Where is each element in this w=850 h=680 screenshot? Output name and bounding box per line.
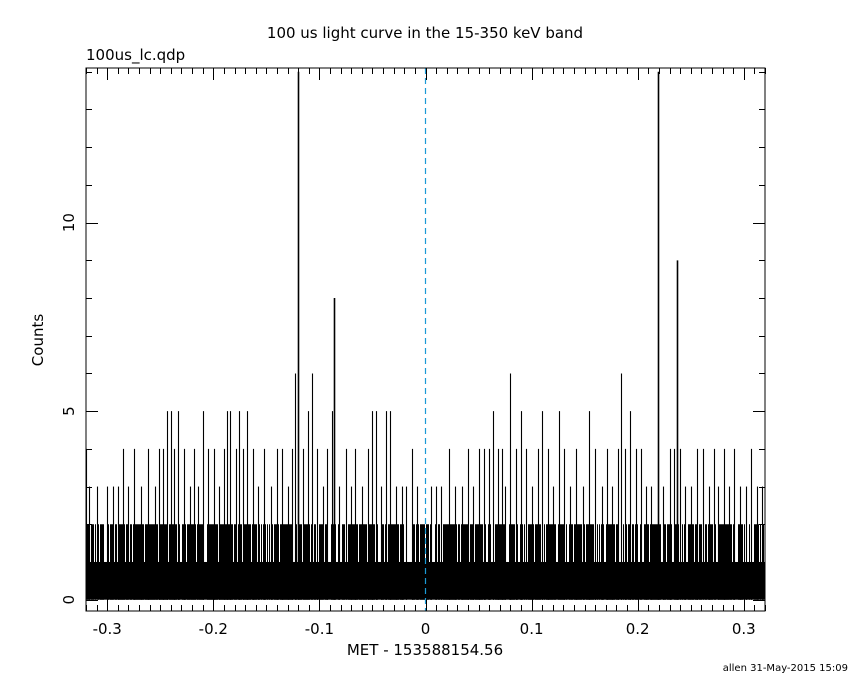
- bars-layer: [85, 71, 765, 600]
- file-name-label: 100us_lc.qdp: [86, 46, 185, 65]
- x-tick-label: 0.1: [520, 620, 544, 638]
- x-tick-label: 0: [421, 620, 431, 638]
- y-axis-label: Counts: [29, 314, 47, 367]
- x-tick-label: -0.2: [199, 620, 228, 638]
- y-axis: 0 5 10: [60, 72, 765, 605]
- y-tick-label: 0: [60, 595, 78, 605]
- y-tick-label: 10: [60, 213, 78, 232]
- x-tick-label: 0.2: [626, 620, 650, 638]
- x-axis-label: MET - 153588154.56: [347, 641, 503, 659]
- x-axis: -0.3 -0.2 -0.1 0 0.1 0.2 0.3: [86, 68, 766, 638]
- x-tick-label: 0.3: [732, 620, 756, 638]
- y-tick-label: 5: [60, 406, 78, 416]
- plot-frame: [85, 67, 766, 612]
- x-tick-label: -0.3: [93, 620, 122, 638]
- footer-credit: allen 31-May-2015 15:09: [723, 663, 848, 674]
- chart-title: 100 us light curve in the 15-350 keV ban…: [267, 24, 583, 42]
- x-tick-label: -0.1: [305, 620, 334, 638]
